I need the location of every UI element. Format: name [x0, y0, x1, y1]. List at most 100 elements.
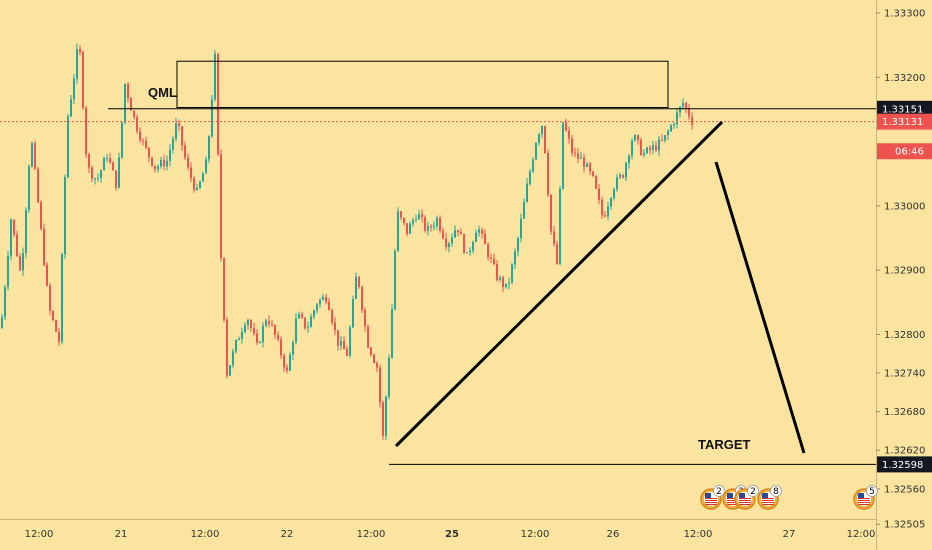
candle — [16, 230, 18, 258]
projection-line[interactable] — [714, 161, 806, 454]
candle — [493, 253, 495, 266]
price-tick-label: 1.32560 — [884, 484, 925, 495]
candle — [211, 95, 213, 139]
price-axis[interactable]: 1.33300 1.33200 1.33000 1.32900 1.32800 1.327… — [876, 9, 925, 531]
candle-body — [517, 238, 519, 252]
candle — [685, 101, 687, 113]
candle-body — [151, 157, 153, 166]
candle-body — [361, 286, 363, 311]
candle — [433, 221, 435, 231]
candle-body — [181, 126, 183, 146]
candle — [379, 364, 381, 408]
candle-body — [529, 171, 531, 184]
candle — [625, 161, 627, 182]
candle-body — [19, 256, 21, 271]
candle — [469, 247, 471, 256]
us-flag-icon[interactable]: 3 — [722, 485, 747, 510]
us-flag-icon[interactable]: 2 — [700, 485, 725, 510]
candle — [307, 321, 309, 333]
candle — [7, 250, 9, 291]
candle-body — [220, 154, 222, 259]
candle — [505, 283, 507, 289]
candle-body — [511, 264, 513, 283]
candle — [463, 233, 465, 255]
candle — [274, 324, 276, 340]
candle-body — [1, 317, 3, 329]
qml-zone-rectangle[interactable] — [176, 60, 669, 109]
candle-body — [439, 217, 441, 231]
candle — [583, 153, 585, 173]
candle-body — [154, 165, 156, 170]
candle — [682, 98, 684, 110]
candle — [427, 222, 429, 236]
candle — [25, 207, 27, 259]
candle — [229, 365, 231, 376]
candle — [115, 170, 117, 191]
candle — [88, 152, 90, 173]
candle-body — [541, 126, 543, 135]
candle-body — [235, 340, 237, 352]
candle-body — [598, 188, 600, 200]
candle-body — [442, 230, 444, 239]
candle-body — [166, 160, 168, 167]
candle — [358, 275, 360, 289]
candle — [289, 352, 291, 372]
us-flag-icon[interactable]: 8 — [757, 485, 782, 510]
candle — [49, 283, 51, 316]
us-flag-icon[interactable]: 5 — [853, 485, 878, 510]
target-label: TARGET — [698, 437, 751, 452]
candle — [496, 260, 498, 282]
candle-body — [349, 327, 351, 356]
candle — [316, 302, 318, 314]
candle-body — [49, 285, 51, 311]
candle — [244, 322, 246, 334]
candle — [577, 148, 579, 163]
candle-body — [205, 159, 207, 174]
event-count-badge — [866, 485, 878, 497]
ascending-trendline[interactable] — [394, 120, 724, 448]
candle — [223, 257, 225, 323]
candle — [589, 162, 591, 176]
price-tick-label: 1.32900 — [884, 266, 925, 277]
candle — [634, 133, 636, 142]
candle-body — [451, 237, 453, 244]
candle-body — [637, 135, 639, 140]
candle-body — [43, 228, 45, 265]
candle — [193, 176, 195, 193]
candle-body — [424, 217, 426, 231]
target-level-badge: 1.32598 — [877, 456, 932, 473]
candle — [547, 149, 549, 197]
candle-body — [559, 188, 561, 264]
candle-body — [238, 338, 240, 341]
candle — [592, 170, 594, 178]
candle — [259, 340, 261, 344]
candle — [280, 336, 282, 359]
candle-body — [301, 314, 303, 318]
time-axis[interactable]: 12:00 21 12:00 22 12:00 25 12:00 26 12:00 27 12:00 — [25, 529, 876, 540]
candle-body — [490, 257, 492, 259]
candle — [133, 110, 135, 120]
candle — [508, 277, 510, 290]
candle-body — [364, 310, 366, 327]
candle — [655, 141, 657, 152]
candle — [595, 175, 597, 190]
candle — [202, 171, 204, 182]
candle — [562, 122, 564, 190]
economic-events[interactable]: 232 8 5 — [700, 485, 878, 510]
candle — [121, 122, 123, 160]
candle-body — [34, 143, 36, 169]
candle-body — [58, 331, 60, 342]
candle — [55, 319, 57, 333]
candle — [619, 172, 621, 180]
candle — [10, 218, 12, 261]
candle-body — [172, 138, 174, 150]
candle — [415, 214, 417, 223]
candle — [532, 157, 534, 173]
candle — [337, 330, 339, 351]
candle-body — [169, 149, 171, 161]
us-flag-icon[interactable]: 2 — [734, 485, 759, 510]
candle — [460, 228, 462, 235]
candle-body — [106, 158, 108, 160]
qml-level-badge: 1.33151 — [877, 100, 932, 117]
candle-body — [343, 340, 345, 350]
